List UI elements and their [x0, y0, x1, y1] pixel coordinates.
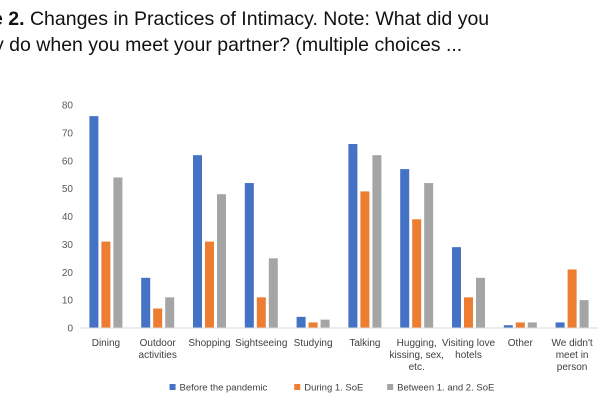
- bar: [412, 219, 422, 328]
- category-label: Studying: [294, 338, 333, 349]
- legend-label: Before the pandemic: [180, 383, 268, 394]
- y-axis-ticks: 0 10 20 30 40 50 60 70 80: [62, 101, 74, 335]
- category-labels: Dining Outdoor activities Shopping Sightseei…: [92, 338, 593, 373]
- y-tick-label: 60: [62, 156, 74, 167]
- category-label-line: Visiting love: [442, 338, 496, 349]
- category-label: Dining: [92, 338, 120, 349]
- y-tick-label: 20: [62, 268, 74, 279]
- bar: [217, 194, 226, 328]
- y-tick-label: 0: [67, 324, 73, 335]
- category-label-line: hotels: [455, 350, 482, 361]
- bar: [153, 308, 163, 328]
- category-label-line: meet in: [556, 350, 589, 361]
- category-label-line: Studying: [294, 338, 333, 349]
- caption-text: Changes in Practices of Intimacy. Note: …: [24, 8, 490, 30]
- bar: [296, 316, 306, 328]
- caption-line-2: y do when you meet your partner? (multip…: [0, 34, 463, 56]
- bar: [400, 169, 410, 328]
- bar: [555, 322, 565, 328]
- bar: [268, 258, 278, 328]
- category-label: Sightseeing: [235, 338, 287, 349]
- category-label-line: kissing, sex,: [389, 350, 443, 361]
- bar: [348, 144, 358, 328]
- bar: [527, 322, 537, 328]
- y-tick-label: 40: [62, 212, 74, 223]
- category-label: Visiting love hotels: [442, 338, 496, 361]
- bar: [205, 241, 214, 328]
- bar: [372, 155, 382, 328]
- legend-swatch: [169, 384, 176, 390]
- bar: [452, 247, 461, 328]
- bar: [256, 297, 266, 328]
- category-label-line: Sightseeing: [235, 338, 287, 349]
- figure-caption: e 2. Changes in Practices of Intimacy. N…: [0, 6, 600, 58]
- caption-label: e 2.: [0, 8, 25, 30]
- bar: [308, 322, 318, 328]
- category-label-line: Outdoor: [140, 338, 177, 349]
- category-label-line: Other: [508, 338, 534, 349]
- category-label-line: Dining: [92, 338, 120, 349]
- legend-label: Between 1. and 2. SoE: [397, 383, 494, 394]
- bar: [89, 116, 99, 329]
- category-label: We didn't meet in person: [551, 338, 592, 373]
- category-label: Outdoor activities: [139, 338, 177, 361]
- y-tick-label: 50: [62, 184, 74, 195]
- bar: [464, 297, 473, 328]
- bar: [515, 322, 525, 328]
- bar: [567, 269, 577, 328]
- caption-line-1: e 2. Changes in Practices of Intimacy. N…: [0, 6, 600, 32]
- legend-label: During 1. SoE: [304, 383, 363, 394]
- y-tick-label: 70: [62, 128, 74, 139]
- bar: [141, 277, 151, 328]
- bar: [424, 183, 434, 328]
- bar: [165, 297, 175, 328]
- bar: [579, 300, 589, 329]
- category-label-line: Hugging,: [397, 338, 437, 349]
- bar: [476, 277, 485, 328]
- y-tick-label: 30: [62, 240, 74, 251]
- bar: [244, 183, 254, 328]
- bar: [360, 191, 370, 328]
- category-label-line: person: [557, 362, 588, 373]
- category-label-line: activities: [139, 350, 177, 361]
- category-label: Shopping: [188, 338, 230, 349]
- category-label-line: Talking: [349, 338, 380, 349]
- y-tick-label: 10: [62, 296, 74, 307]
- category-label: Other: [508, 338, 534, 349]
- legend-swatch: [387, 384, 394, 390]
- bar: [320, 319, 330, 328]
- category-label-line: We didn't: [551, 338, 592, 349]
- bar: [503, 325, 513, 328]
- category-label: Talking: [349, 338, 380, 349]
- bar: [193, 155, 202, 328]
- bar: [101, 241, 111, 328]
- category-label-line: etc.: [409, 362, 425, 373]
- legend-swatch: [294, 384, 301, 390]
- category-label-line: Shopping: [188, 338, 230, 349]
- bar-series: [89, 116, 589, 329]
- y-tick-label: 80: [62, 101, 74, 112]
- category-label: Hugging, kissing, sex, etc.: [389, 338, 443, 373]
- legend: Before the pandemic During 1. SoE Between …: [169, 383, 494, 394]
- bar: [113, 177, 123, 328]
